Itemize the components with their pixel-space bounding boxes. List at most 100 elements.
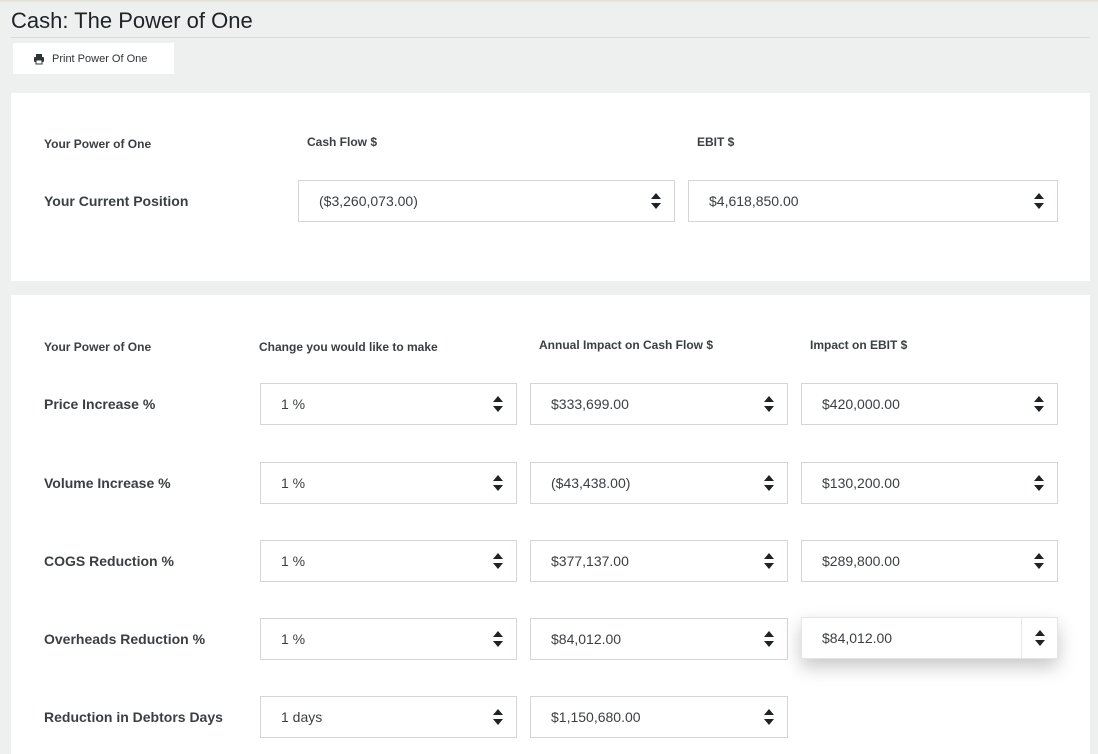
- current-ebit-value: $4,618,850.00: [709, 193, 799, 209]
- decrement-arrow-icon[interactable]: [764, 719, 774, 725]
- title-divider: [11, 37, 1090, 38]
- spinner[interactable]: [480, 463, 516, 503]
- increment-arrow-icon[interactable]: [1034, 396, 1044, 402]
- cashflow-impact-column-header: Annual Impact on Cash Flow $: [539, 338, 714, 352]
- decrement-arrow-icon[interactable]: [764, 563, 774, 569]
- current-position-card: Your Power of One Cash Flow $ EBIT $ You…: [11, 93, 1090, 281]
- current-cashflow-input[interactable]: ($3,260,073.00): [298, 180, 675, 222]
- price-cashflow-value: $333,699.00: [551, 396, 629, 412]
- decrement-arrow-icon[interactable]: [1034, 485, 1044, 491]
- spinner[interactable]: [1021, 181, 1057, 221]
- current-position-label: Your Current Position: [44, 193, 189, 209]
- row-label-volume-increase: Volume Increase %: [44, 475, 171, 491]
- cogs-change-input[interactable]: 1 %: [260, 540, 517, 582]
- price-cashflow-input[interactable]: $333,699.00: [530, 383, 788, 425]
- increment-arrow-icon[interactable]: [764, 631, 774, 637]
- spinner[interactable]: [1021, 618, 1057, 658]
- impact-card: Your Power of One Change you would like …: [11, 295, 1090, 754]
- increment-arrow-icon[interactable]: [493, 709, 503, 715]
- increment-arrow-icon[interactable]: [493, 553, 503, 559]
- overheads-change-value: 1 %: [281, 631, 306, 647]
- spinner[interactable]: [638, 181, 674, 221]
- debtors-change-input[interactable]: 1 days: [260, 696, 517, 738]
- decrement-arrow-icon[interactable]: [493, 641, 503, 647]
- increment-arrow-icon[interactable]: [764, 709, 774, 715]
- decrement-arrow-icon[interactable]: [493, 485, 503, 491]
- power-of-one-header: Your Power of One: [44, 137, 152, 151]
- spinner[interactable]: [480, 541, 516, 581]
- increment-arrow-icon[interactable]: [651, 193, 661, 199]
- spinner[interactable]: [1021, 541, 1057, 581]
- spinner[interactable]: [751, 619, 787, 659]
- change-column-header: Change you would like to make: [259, 340, 438, 354]
- spinner[interactable]: [1021, 463, 1057, 503]
- overheads-ebit-value: $84,012.00: [822, 630, 893, 646]
- current-cashflow-value: ($3,260,073.00): [319, 193, 418, 209]
- row-label-overheads-reduction: Overheads Reduction %: [44, 631, 206, 647]
- print-button-label: Print Power Of One: [52, 52, 148, 65]
- cogs-change-value: 1 %: [281, 553, 306, 569]
- cogs-cashflow-input[interactable]: $377,137.00: [530, 540, 788, 582]
- current-ebit-input[interactable]: $4,618,850.00: [688, 180, 1058, 222]
- price-change-input[interactable]: 1 %: [260, 383, 517, 425]
- print-button[interactable]: Print Power Of One: [13, 43, 174, 74]
- decrement-arrow-icon[interactable]: [1034, 640, 1045, 646]
- decrement-arrow-icon[interactable]: [493, 563, 503, 569]
- decrement-arrow-icon[interactable]: [764, 641, 774, 647]
- volume-ebit-input[interactable]: $130,200.00: [801, 462, 1058, 504]
- decrement-arrow-icon[interactable]: [764, 406, 774, 412]
- increment-arrow-icon[interactable]: [1034, 193, 1044, 199]
- decrement-arrow-icon[interactable]: [1034, 203, 1044, 209]
- decrement-arrow-icon[interactable]: [493, 719, 503, 725]
- price-change-value: 1 %: [281, 396, 306, 412]
- increment-arrow-icon[interactable]: [764, 553, 774, 559]
- cogs-ebit-value: $289,800.00: [822, 553, 900, 569]
- debtors-cashflow-input[interactable]: $1,150,680.00: [530, 696, 788, 738]
- top-border: [0, 0, 1098, 3]
- spinner[interactable]: [480, 384, 516, 424]
- row-label-price-increase: Price Increase %: [44, 396, 156, 412]
- spinner[interactable]: [751, 541, 787, 581]
- increment-arrow-icon[interactable]: [764, 396, 774, 402]
- volume-change-value: 1 %: [281, 475, 306, 491]
- page-title: Cash: The Power of One: [11, 8, 253, 33]
- volume-change-input[interactable]: 1 %: [260, 462, 517, 504]
- debtors-cashflow-value: $1,150,680.00: [551, 709, 641, 725]
- spinner[interactable]: [480, 697, 516, 737]
- decrement-arrow-icon[interactable]: [1034, 406, 1044, 412]
- spinner[interactable]: [751, 384, 787, 424]
- increment-arrow-icon[interactable]: [1034, 630, 1045, 636]
- printer-icon: [34, 53, 44, 64]
- price-ebit-value: $420,000.00: [822, 396, 900, 412]
- ebit-impact-column-header: Impact on EBIT $: [810, 338, 908, 352]
- increment-arrow-icon[interactable]: [493, 396, 503, 402]
- volume-ebit-value: $130,200.00: [822, 475, 900, 491]
- cash-flow-column-header: Cash Flow $: [307, 135, 378, 149]
- spinner[interactable]: [751, 697, 787, 737]
- overheads-ebit-input[interactable]: $84,012.00: [801, 617, 1058, 659]
- row-label-debtors-days: Reduction in Debtors Days: [44, 709, 223, 725]
- increment-arrow-icon[interactable]: [493, 475, 503, 481]
- volume-cashflow-value: ($43,438.00): [551, 475, 631, 491]
- overheads-cashflow-value: $84,012.00: [551, 631, 622, 647]
- decrement-arrow-icon[interactable]: [651, 203, 661, 209]
- decrement-arrow-icon[interactable]: [493, 406, 503, 412]
- increment-arrow-icon[interactable]: [764, 475, 774, 481]
- decrement-arrow-icon[interactable]: [764, 485, 774, 491]
- price-ebit-input[interactable]: $420,000.00: [801, 383, 1058, 425]
- ebit-column-header: EBIT $: [697, 135, 735, 149]
- increment-arrow-icon[interactable]: [1034, 475, 1044, 481]
- increment-arrow-icon[interactable]: [1034, 553, 1044, 559]
- spinner[interactable]: [480, 619, 516, 659]
- overheads-change-input[interactable]: 1 %: [260, 618, 517, 660]
- spinner[interactable]: [1021, 384, 1057, 424]
- increment-arrow-icon[interactable]: [493, 631, 503, 637]
- cogs-ebit-input[interactable]: $289,800.00: [801, 540, 1058, 582]
- debtors-change-value: 1 days: [281, 709, 323, 725]
- spinner[interactable]: [751, 463, 787, 503]
- volume-cashflow-input[interactable]: ($43,438.00): [530, 462, 788, 504]
- power-of-one-header: Your Power of One: [44, 340, 152, 354]
- cogs-cashflow-value: $377,137.00: [551, 553, 629, 569]
- overheads-cashflow-input[interactable]: $84,012.00: [530, 618, 788, 660]
- decrement-arrow-icon[interactable]: [1034, 563, 1044, 569]
